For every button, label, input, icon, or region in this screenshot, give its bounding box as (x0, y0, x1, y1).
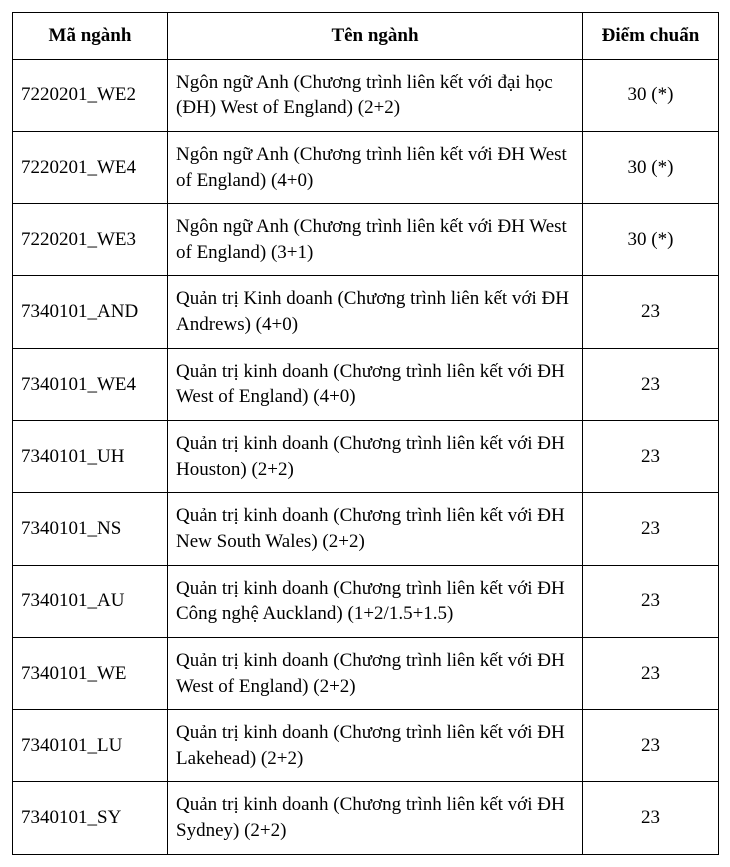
table-row: 7340101_NSQuản trị kinh doanh (Chương tr… (13, 493, 719, 565)
cell-score: 23 (583, 276, 719, 348)
table-row: 7220201_WE4Ngôn ngữ Anh (Chương trình li… (13, 131, 719, 203)
table-row: 7340101_UHQuản trị kinh doanh (Chương tr… (13, 421, 719, 493)
table-row: 7340101_AUQuản trị kinh doanh (Chương tr… (13, 565, 719, 637)
table-row: 7340101_SYQuản trị kinh doanh (Chương tr… (13, 782, 719, 854)
table-head: Mã ngành Tên ngành Điểm chuẩn (13, 13, 719, 60)
cell-code: 7340101_AU (13, 565, 168, 637)
cell-code: 7220201_WE4 (13, 131, 168, 203)
cell-code: 7340101_AND (13, 276, 168, 348)
cell-score: 23 (583, 565, 719, 637)
cell-code: 7340101_UH (13, 421, 168, 493)
cell-code: 7340101_NS (13, 493, 168, 565)
cell-name: Ngôn ngữ Anh (Chương trình liên kết với … (168, 59, 583, 131)
cell-score: 30 (*) (583, 204, 719, 276)
cell-score: 23 (583, 421, 719, 493)
cell-name: Quản trị kinh doanh (Chương trình liên k… (168, 493, 583, 565)
cell-name: Quản trị kinh doanh (Chương trình liên k… (168, 421, 583, 493)
cell-name: Ngôn ngữ Anh (Chương trình liên kết với … (168, 204, 583, 276)
cell-code: 7340101_SY (13, 782, 168, 854)
cell-score: 23 (583, 348, 719, 420)
cell-score: 30 (*) (583, 131, 719, 203)
cell-code: 7340101_LU (13, 710, 168, 782)
cell-code: 7220201_WE2 (13, 59, 168, 131)
cell-name: Ngôn ngữ Anh (Chương trình liên kết với … (168, 131, 583, 203)
table-row: 7340101_WEQuản trị kinh doanh (Chương tr… (13, 637, 719, 709)
header-name: Tên ngành (168, 13, 583, 60)
header-score: Điểm chuẩn (583, 13, 719, 60)
cell-name: Quản trị kinh doanh (Chương trình liên k… (168, 710, 583, 782)
cell-score: 23 (583, 493, 719, 565)
header-row: Mã ngành Tên ngành Điểm chuẩn (13, 13, 719, 60)
cell-score: 23 (583, 637, 719, 709)
cell-name: Quản trị kinh doanh (Chương trình liên k… (168, 348, 583, 420)
table-row: 7340101_ANDQuản trị Kinh doanh (Chương t… (13, 276, 719, 348)
cell-score: 23 (583, 782, 719, 854)
cell-name: Quản trị Kinh doanh (Chương trình liên k… (168, 276, 583, 348)
cell-code: 7340101_WE4 (13, 348, 168, 420)
cell-score: 30 (*) (583, 59, 719, 131)
table-row: 7220201_WE2Ngôn ngữ Anh (Chương trình li… (13, 59, 719, 131)
cell-name: Quản trị kinh doanh (Chương trình liên k… (168, 637, 583, 709)
table-body: 7220201_WE2Ngôn ngữ Anh (Chương trình li… (13, 59, 719, 854)
cell-name: Quản trị kinh doanh (Chương trình liên k… (168, 782, 583, 854)
cell-code: 7340101_WE (13, 637, 168, 709)
header-code: Mã ngành (13, 13, 168, 60)
cell-score: 23 (583, 710, 719, 782)
table-row: 7340101_LUQuản trị kinh doanh (Chương tr… (13, 710, 719, 782)
table-row: 7340101_WE4Quản trị kinh doanh (Chương t… (13, 348, 719, 420)
cell-name: Quản trị kinh doanh (Chương trình liên k… (168, 565, 583, 637)
admissions-table: Mã ngành Tên ngành Điểm chuẩn 7220201_WE… (12, 12, 719, 855)
cell-code: 7220201_WE3 (13, 204, 168, 276)
table-row: 7220201_WE3Ngôn ngữ Anh (Chương trình li… (13, 204, 719, 276)
